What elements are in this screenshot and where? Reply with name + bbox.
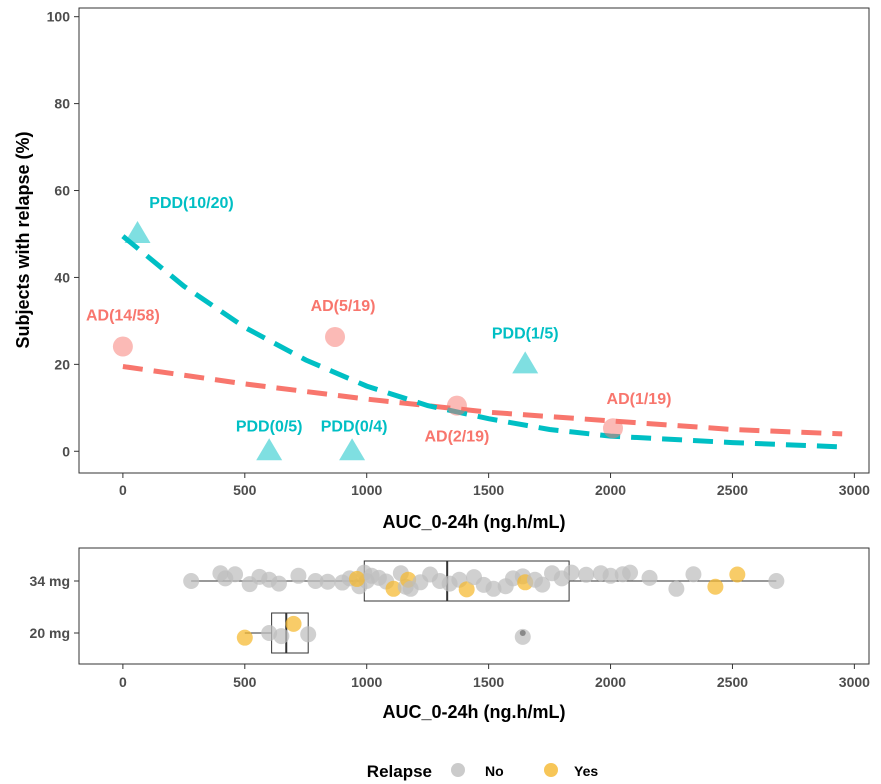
subject-point-no-relapse <box>273 628 290 645</box>
subject-point-no-relapse <box>622 564 639 581</box>
subject-point-no-relapse <box>183 573 200 589</box>
bottom-x-axis-ticks: 0 500 1000 1500 2000 2500 3000 <box>119 664 870 690</box>
legend-key-no <box>451 763 465 777</box>
subject-point-no-relapse <box>602 567 619 584</box>
subject-point-no-relapse <box>563 564 580 581</box>
y-tick-label: 100 <box>47 9 71 25</box>
y-axis-title: Subjects with relapse (%) <box>13 131 33 348</box>
subject-point-no-relapse <box>300 626 317 643</box>
y-tick-label: 60 <box>54 183 70 199</box>
point-label-pdd-2: PDD(0/4) <box>321 418 388 435</box>
subject-point-relapse <box>236 629 253 646</box>
point-label-pdd-1: PDD(0/5) <box>236 418 303 435</box>
top-x-tick-label: 2000 <box>595 482 626 498</box>
relapse-rate-panel: AD(14/58) AD(5/19) AD(2/19) AD(1/19) PDD(10/… <box>13 7 870 532</box>
point-pdd-0 <box>124 220 151 243</box>
dose-tick-label: 20 mg <box>30 625 70 641</box>
top-x-axis-title: AUC_0-24h (ng.h/mL) <box>382 512 565 532</box>
y-tick-label: 40 <box>54 269 70 285</box>
subject-point-relapse <box>458 581 475 598</box>
subject-point-no-relapse <box>485 580 502 597</box>
point-label-ad-3: AD(1/19) <box>607 391 672 408</box>
point-label-pdd-3: PDD(1/5) <box>492 325 559 342</box>
point-ad-2 <box>446 395 467 416</box>
dose-tick-label: 34 mg <box>30 573 70 589</box>
bottom-x-tick-label: 1000 <box>351 674 382 690</box>
point-pdd-3 <box>512 351 539 374</box>
subject-point-no-relapse <box>290 567 307 584</box>
legend-label-yes: Yes <box>574 763 598 779</box>
subject-point-no-relapse <box>514 628 531 645</box>
subject-point-relapse <box>385 580 402 597</box>
y-tick-label: 0 <box>62 443 70 459</box>
subject-point-no-relapse <box>307 573 324 589</box>
bottom-x-tick-label: 2000 <box>595 674 626 690</box>
subject-points <box>183 564 785 646</box>
subject-point-no-relapse <box>534 576 551 593</box>
subject-point-no-relapse <box>641 569 658 586</box>
y-tick-label: 80 <box>54 96 70 112</box>
top-x-tick-label: 1000 <box>351 482 382 498</box>
point-ad-3 <box>602 418 623 439</box>
top-x-tick-label: 500 <box>233 482 257 498</box>
subject-point-no-relapse <box>227 566 244 583</box>
bottom-x-tick-label: 1500 <box>473 674 504 690</box>
fit-line-ad <box>122 364 843 437</box>
bottom-panel-frame <box>78 547 870 665</box>
legend-label-no: No <box>485 763 504 779</box>
top-x-tick-label: 3000 <box>839 482 870 498</box>
point-label-ad-2: AD(2/19) <box>424 429 489 446</box>
subject-point-relapse <box>348 570 365 587</box>
legend-title: Relapse <box>367 762 432 781</box>
y-tick-label: 20 <box>54 356 70 372</box>
top-x-tick-label: 2500 <box>717 482 748 498</box>
top-x-tick-label: 1500 <box>473 482 504 498</box>
top-panel-frame <box>78 7 870 474</box>
subject-point-no-relapse <box>668 580 685 597</box>
bottom-x-axis-title: AUC_0-24h (ng.h/mL) <box>382 702 565 722</box>
data-points <box>112 220 623 461</box>
subject-point-no-relapse <box>685 566 702 583</box>
subject-point-no-relapse <box>768 573 785 589</box>
bottom-x-tick-label: 500 <box>233 674 257 690</box>
bottom-x-tick-label: 2500 <box>717 674 748 690</box>
top-y-axis-ticks: 0 20 40 60 80 100 <box>47 9 79 459</box>
subject-point-no-relapse <box>270 575 287 592</box>
subject-point-no-relapse <box>261 625 278 641</box>
fit-line-pdd <box>121 234 843 450</box>
subject-point-no-relapse <box>578 566 595 583</box>
subject-point-relapse <box>707 578 724 595</box>
point-pdd-1 <box>256 438 283 461</box>
dose-axis-ticks: 34 mg 20 mg <box>30 573 79 641</box>
auc-by-dose-panel: 0 500 1000 1500 2000 2500 3000 34 mg 20 mg AUC_… <box>30 547 870 722</box>
point-ad-1 <box>325 326 346 347</box>
point-labels: AD(14/58) AD(5/19) AD(2/19) AD(1/19) PDD(10/… <box>86 195 671 446</box>
bottom-x-tick-label: 3000 <box>839 674 870 690</box>
point-label-ad-0: AD(14/58) <box>86 308 160 325</box>
top-x-axis-ticks: 0 500 1000 1500 2000 2500 3000 <box>119 473 870 498</box>
top-x-tick-label: 0 <box>119 482 127 498</box>
bottom-x-tick-label: 0 <box>119 674 127 690</box>
relapse-legend: Relapse No Yes <box>367 762 599 781</box>
subject-point-no-relapse <box>319 573 336 590</box>
subject-point-relapse <box>285 615 302 632</box>
point-label-ad-1: AD(5/19) <box>311 298 376 315</box>
legend-key-yes <box>544 763 558 777</box>
point-ad-0 <box>112 336 133 357</box>
fit-lines <box>121 234 843 450</box>
point-label-pdd-0: PDD(10/20) <box>149 195 233 212</box>
subject-point-relapse <box>729 566 746 583</box>
point-pdd-2 <box>339 438 366 461</box>
